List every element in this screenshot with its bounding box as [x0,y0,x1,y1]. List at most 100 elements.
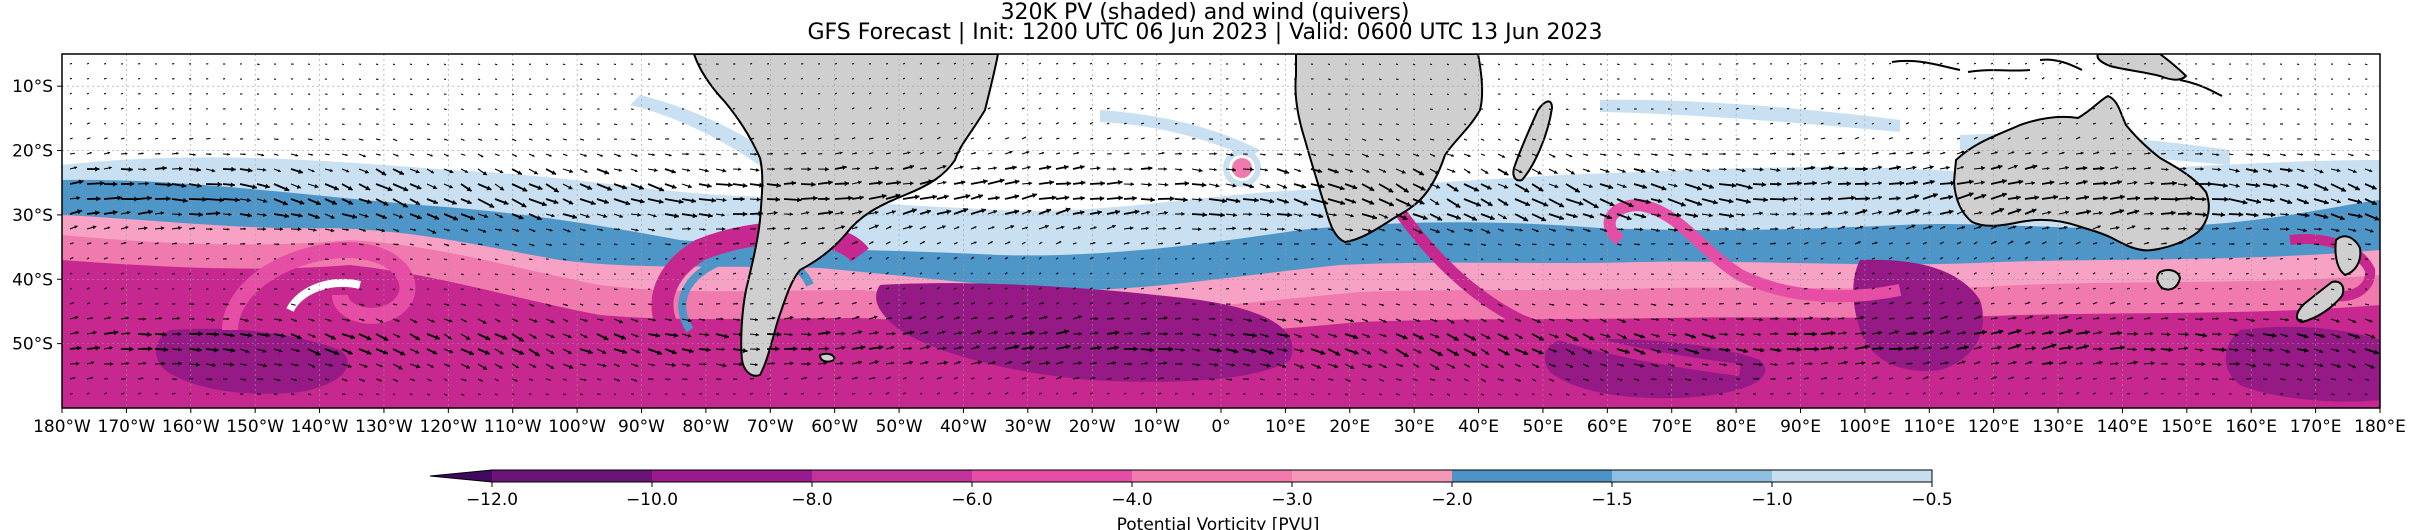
wind-arrow-head [2250,333,2254,337]
wind-arrow-head [2062,151,2065,155]
wind-arrow [69,392,73,395]
wind-arrow-head [432,184,438,190]
wind-arrow-head [464,319,467,323]
wind-arrow [1055,257,1059,260]
wind-arrow-head [2133,347,2137,352]
wind-arrow-head [1246,377,1249,381]
wind-arrow-head [1899,180,1905,186]
wind-arrow-head [1100,180,1105,187]
wind-arrow [2296,63,2300,66]
wind-arrow [698,257,703,260]
wind-arrow-head [1049,179,1054,186]
wind-arrow-head [1365,319,1368,322]
wind-arrow-head [1145,226,1149,231]
wind-arrow [1106,92,1110,95]
wind-arrow [2109,77,2113,80]
wind-arrow-head [1914,208,1920,214]
wind-arrow [1310,393,1315,396]
wind-arrow-head [446,154,449,157]
wind-arrow-head [1875,317,1878,320]
wind-arrow-head [1097,345,1102,351]
wind-arrow-head [1603,319,1607,323]
wind-arrow-head [160,211,165,216]
wind-arrow-head [1502,215,1507,219]
wind-arrow-head [1587,229,1591,233]
wind-arrow-head [2051,343,2057,349]
wind-arrow-head [2249,227,2252,230]
wind-arrow-head [2130,242,2133,245]
wind-arrow [885,107,889,110]
pv-core-dark-3 [155,328,348,394]
wind-arrow-head [261,377,264,381]
wind-arrow [834,137,840,140]
wind-arrow-head [1674,227,1678,232]
wind-arrow-head [720,317,724,321]
wind-arrow [1378,258,1382,261]
wind-arrow-head [243,378,246,381]
wind-arrow [766,122,770,125]
wind-arrow-head [262,167,267,172]
wind-arrow [2041,92,2045,95]
wind-arrow-head [1469,228,1473,233]
wind-arrow [1072,302,1077,305]
wind-arrow-head [515,379,518,382]
wind-arrow-head [1401,169,1406,174]
wind-arrow-head [1144,317,1147,321]
wind-arrow-head [965,193,971,199]
wind-arrow [1854,257,1859,260]
wind-arrow [868,77,872,80]
latitude-ticks: 10°S20°S30°S40°S50°S [12,77,62,355]
wind-arrow-head [1724,363,1728,367]
wind-arrow-head [1471,351,1477,356]
wind-arrow [2075,136,2081,140]
wind-arrow-head [1179,152,1182,156]
wind-arrow-head [753,227,756,230]
wind-arrow-head [1722,242,1725,245]
wind-arrow-head [432,229,437,234]
wind-arrow-head [977,166,981,171]
wind-arrow-head [1892,317,1895,320]
wind-arrow-head [2271,332,2277,339]
wind-arrow-head [2049,360,2054,366]
wind-arrow-head [397,334,401,338]
lon-tick-label: 70°W [747,417,794,437]
wind-arrow-head [691,198,696,204]
wind-arrow-head [1179,362,1183,366]
wind-arrow [1412,393,1417,396]
wind-arrow [86,62,90,65]
wind-arrow [2143,62,2147,65]
wind-arrow-head [1044,315,1048,320]
wind-arrow-head [1437,215,1443,221]
wind-arrow-head [1232,226,1236,231]
wind-arrow-head [1621,228,1624,231]
wind-arrow [1939,257,1944,260]
wind-arrow-head [908,316,913,320]
wind-arrow [1565,123,1570,126]
wind-arrow-head [2351,153,2354,157]
wind-arrow-head [162,331,167,337]
wind-arrow-head [1586,378,1589,382]
wind-arrow [987,287,991,290]
wind-arrow-head [1501,154,1506,158]
wind-arrow [953,272,957,275]
wind-arrow-head [1554,334,1559,339]
wind-arrow [749,77,753,80]
wind-arrow [1599,138,1604,141]
wind-arrow-head [362,379,365,382]
wind-arrow-head [1723,317,1726,321]
wind-arrow [1089,392,1093,395]
wind-arrow-head [514,243,518,247]
wind-arrow-head [1797,346,1802,353]
wind-arrow-head [1860,315,1865,320]
wind-arrow-head [347,363,352,368]
wind-arrow-head [1995,361,1999,365]
wind-arrow [2041,272,2045,275]
wind-arrow-head [125,226,129,230]
wind-arrow [2092,77,2096,80]
wind-arrow [2177,392,2181,395]
wind-arrow [1480,273,1484,276]
wind-arrow-head [2154,195,2159,202]
wind-arrow-head [1382,228,1386,232]
wind-arrow-head [2371,200,2377,205]
